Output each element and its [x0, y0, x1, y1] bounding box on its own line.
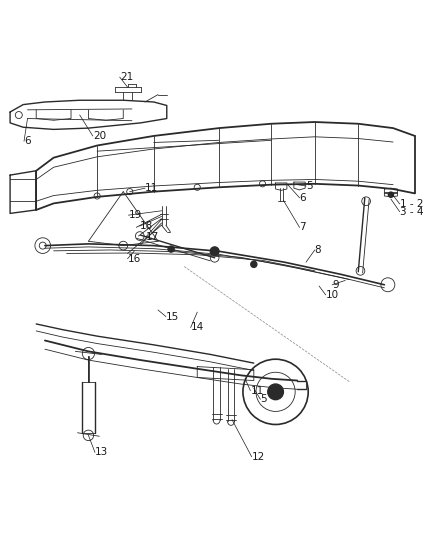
- Text: 19: 19: [128, 210, 142, 220]
- Circle shape: [168, 246, 174, 252]
- Text: 6: 6: [24, 136, 31, 146]
- Text: 21: 21: [120, 72, 133, 82]
- Text: 15: 15: [166, 312, 179, 321]
- Text: 1 - 2: 1 - 2: [399, 199, 423, 209]
- Circle shape: [251, 261, 257, 268]
- Text: 6: 6: [300, 193, 306, 203]
- Text: 12: 12: [252, 451, 265, 462]
- Text: 14: 14: [191, 322, 204, 333]
- Text: 9: 9: [332, 280, 339, 290]
- Text: 10: 10: [325, 290, 339, 300]
- Text: 20: 20: [93, 131, 106, 141]
- Circle shape: [389, 192, 393, 197]
- Text: 5: 5: [260, 394, 267, 404]
- Text: 13: 13: [95, 447, 108, 457]
- Circle shape: [268, 384, 283, 400]
- Text: 16: 16: [127, 254, 141, 264]
- Text: 11: 11: [145, 183, 158, 193]
- Text: 7: 7: [300, 222, 306, 232]
- Text: 11: 11: [251, 385, 264, 395]
- Text: 17: 17: [146, 232, 159, 242]
- Text: 5: 5: [306, 181, 313, 191]
- Circle shape: [210, 247, 219, 256]
- Text: 3 - 4: 3 - 4: [399, 207, 423, 216]
- Text: 8: 8: [315, 245, 321, 255]
- Text: 18: 18: [140, 221, 153, 231]
